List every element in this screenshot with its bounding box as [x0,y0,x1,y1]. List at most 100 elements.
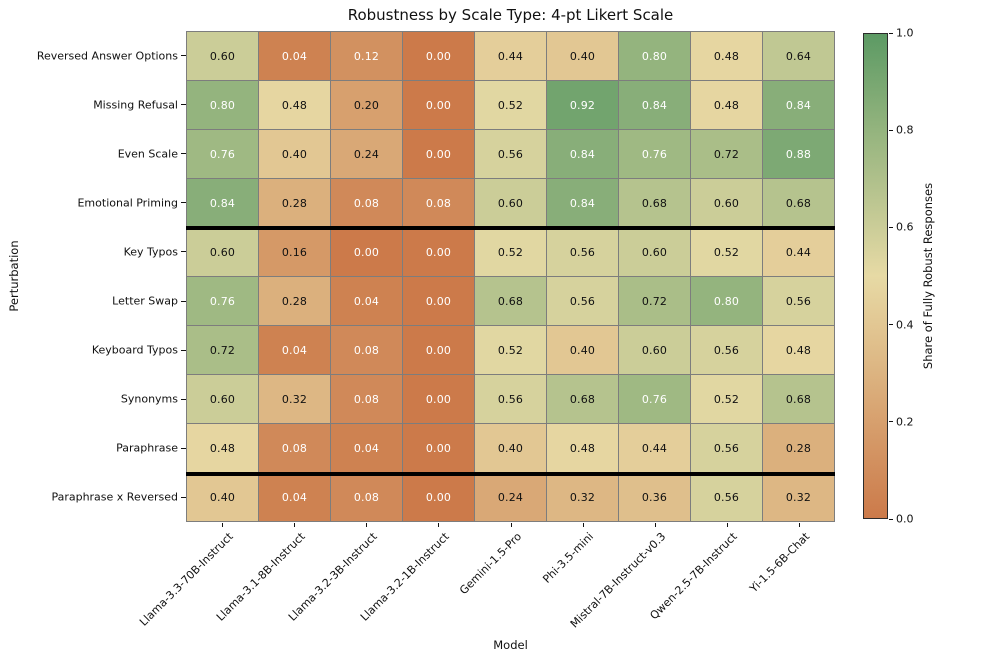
heatmap-cell: 0.00 [403,228,474,276]
colorbar-tick-mark [889,226,893,228]
heatmap-cell: 0.00 [403,473,474,521]
colorbar-tick-label: 0.0 [896,512,914,526]
x-tick-label: Phi-3.5-mini [540,530,596,586]
heatmap-cell: 0.88 [763,130,834,178]
heatmap-cell: 0.68 [763,375,834,423]
y-tick-label: Emotional Priming [77,196,178,210]
heatmap-cell: 0.40 [475,424,546,472]
heatmap-cell: 0.60 [187,375,258,423]
colorbar-tick-label: 0.4 [896,318,914,332]
y-tick-mark [181,251,186,253]
x-tick-mark [510,523,512,527]
heatmap-cell: 0.52 [691,375,762,423]
y-tick-label: Even Scale [117,147,178,161]
heatmap-cell: 0.80 [187,81,258,129]
colorbar-tick-label: 0.2 [896,415,914,429]
heatmap-cell: 0.48 [691,81,762,129]
heatmap-cell: 0.60 [691,179,762,227]
heatmap-cell: 0.56 [547,228,618,276]
heatmap-cell: 0.56 [547,277,618,325]
heatmap-cell: 0.48 [259,81,330,129]
heatmap-cell: 0.72 [619,277,690,325]
y-tick-mark [181,398,186,400]
heatmap-cell: 0.80 [691,277,762,325]
heatmap-cell: 0.84 [187,179,258,227]
heatmap-cell: 0.56 [691,424,762,472]
y-tick-mark [181,496,186,498]
heatmap-cell: 0.72 [187,326,258,374]
heatmap-cell: 0.60 [619,326,690,374]
colorbar-tick-label: 0.8 [896,123,914,137]
heatmap-cell: 0.04 [259,473,330,521]
heatmap-cell: 0.72 [691,130,762,178]
y-axis-label: Perturbation [7,240,21,312]
heatmap-cell: 0.28 [259,277,330,325]
y-tick-mark [181,349,186,351]
y-tick-mark [181,55,186,57]
heatmap-cell: 0.84 [619,81,690,129]
colorbar-axis-label: Share of Fully Robust Responses [921,182,935,370]
heatmap-cell: 0.48 [187,424,258,472]
x-tick-mark [366,523,368,527]
y-tick-mark [181,153,186,155]
y-tick-mark [181,300,186,302]
colorbar-tick-mark [889,421,893,423]
y-tick-label: Paraphrase x Reversed [51,490,178,504]
heatmap-cell: 0.40 [547,326,618,374]
heatmap-cell: 0.40 [187,473,258,521]
heatmap-cell: 0.84 [547,130,618,178]
y-tick-label: Letter Swap [112,294,178,308]
colorbar-tick-mark [889,129,893,131]
heatmap-cell: 0.56 [691,473,762,521]
heatmap-cell: 0.48 [763,326,834,374]
x-tick-mark [798,523,800,527]
heatmap-cell: 0.60 [187,32,258,80]
heatmap-cell: 0.28 [259,179,330,227]
heatmap-cell: 0.76 [187,277,258,325]
heatmap-cell: 0.12 [331,32,402,80]
x-tick-mark [654,523,656,527]
group-separator-line [186,226,835,231]
heatmap-cell: 0.52 [475,228,546,276]
heatmap-cell: 0.00 [403,424,474,472]
y-tick-label: Reversed Answer Options [36,49,178,63]
heatmap-cell: 0.32 [547,473,618,521]
heatmap-cell: 0.52 [475,326,546,374]
heatmap-cell: 0.04 [259,32,330,80]
x-tick-mark [438,523,440,527]
x-tick-mark [222,523,224,527]
colorbar-tick-mark [889,324,893,326]
heatmap-cell: 0.52 [691,228,762,276]
heatmap-cell: 0.60 [475,179,546,227]
heatmap-cell: 0.44 [619,424,690,472]
heatmap-cell: 0.36 [619,473,690,521]
x-tick-mark [726,523,728,527]
heatmap-cell: 0.76 [187,130,258,178]
heatmap-cell: 0.08 [403,179,474,227]
y-tick-label: Synonyms [120,392,178,406]
heatmap-cell: 0.00 [403,130,474,178]
heatmap-cell: 0.92 [547,81,618,129]
heatmap-cell: 0.56 [691,326,762,374]
heatmap-cell: 0.04 [331,277,402,325]
y-tick-label: Key Typos [123,245,178,259]
heatmap-cell: 0.76 [619,130,690,178]
heatmap-cell: 0.00 [403,32,474,80]
heatmap-cell: 0.00 [403,375,474,423]
colorbar-tick-mark [889,32,893,34]
heatmap-cell: 0.60 [187,228,258,276]
y-tick-mark [181,202,186,204]
heatmap-cell: 0.28 [763,424,834,472]
x-tick-label: Yi-1.5-6B-Chat [747,530,813,596]
heatmap-cell: 0.00 [403,326,474,374]
heatmap-cell: 0.40 [259,130,330,178]
heatmap-cell: 0.20 [331,81,402,129]
heatmap-grid: 0.60 0.04 0.12 0.00 0.44 0.40 0.80 0.48 0.64 0.80… [186,31,835,522]
heatmap-cell: 0.52 [475,81,546,129]
heatmap-cell: 0.56 [475,130,546,178]
heatmap-cell: 0.08 [331,179,402,227]
y-tick-label: Missing Refusal [93,98,178,112]
heatmap-cell: 0.84 [547,179,618,227]
heatmap-cell: 0.56 [475,375,546,423]
